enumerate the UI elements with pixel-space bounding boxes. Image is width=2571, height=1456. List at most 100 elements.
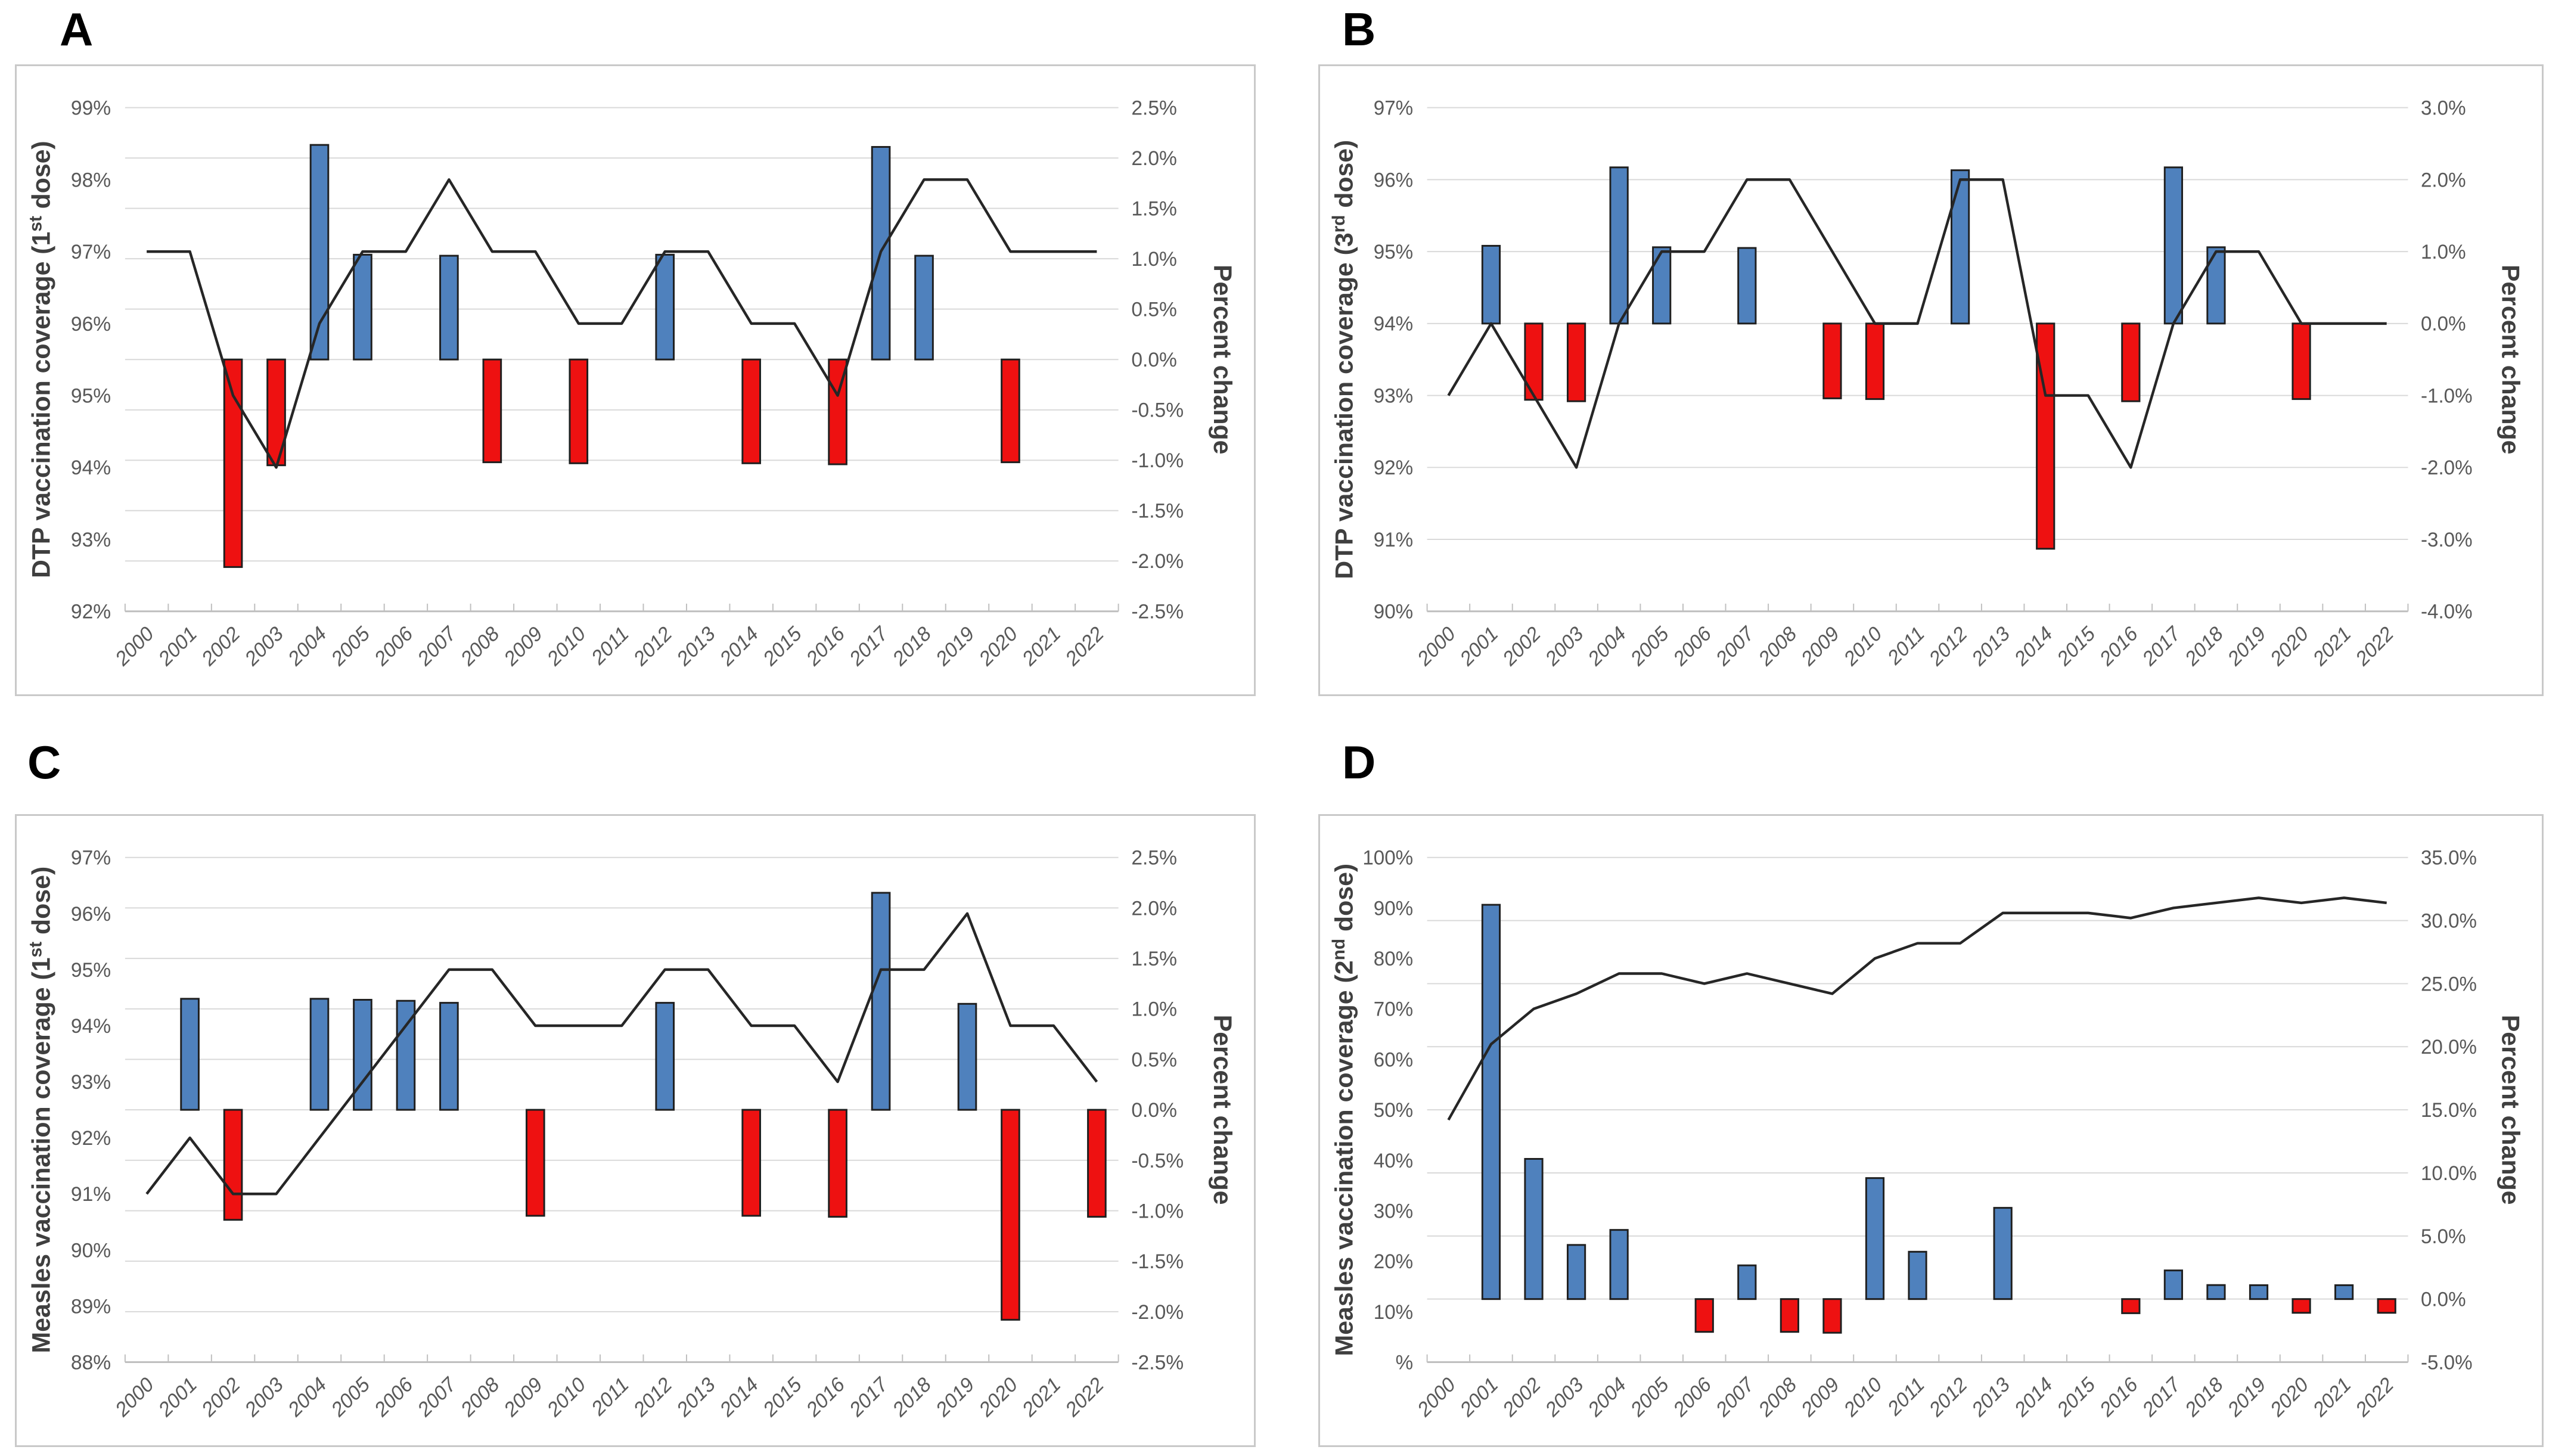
- svg-text:2019: 2019: [931, 1373, 979, 1421]
- svg-text:2012: 2012: [1925, 623, 1972, 671]
- svg-text:2006: 2006: [1669, 1373, 1716, 1421]
- svg-text:2004: 2004: [283, 622, 331, 670]
- svg-text:2003: 2003: [240, 1373, 288, 1421]
- svg-text:20%: 20%: [1374, 1251, 1413, 1273]
- percent-change-bars: [223, 144, 1020, 568]
- svg-text:2016: 2016: [802, 622, 850, 670]
- svg-text:93%: 93%: [71, 529, 111, 551]
- x-axis-labels: 2000200120022003200420052006200720082009…: [1413, 1373, 2398, 1421]
- percent-change-bars: [1481, 166, 2311, 550]
- svg-text:2.0%: 2.0%: [1131, 897, 1177, 920]
- svg-text:2009: 2009: [1797, 623, 1844, 670]
- svg-text:2007: 2007: [1712, 622, 1759, 670]
- svg-text:2022: 2022: [2351, 1373, 2398, 1421]
- svg-text:-1.0%: -1.0%: [2421, 385, 2473, 407]
- svg-text:91%: 91%: [71, 1183, 111, 1206]
- svg-text:2013: 2013: [672, 622, 720, 670]
- svg-text:97%: 97%: [71, 847, 111, 870]
- right-axis-title: Percent change: [1208, 1015, 1237, 1205]
- svg-text:2001: 2001: [1455, 623, 1502, 670]
- svg-text:2015: 2015: [2053, 1373, 2100, 1421]
- svg-text:80%: 80%: [1374, 948, 1413, 970]
- svg-text:0.0%: 0.0%: [2421, 313, 2466, 335]
- svg-text:2002: 2002: [197, 1373, 244, 1421]
- svg-text:91%: 91%: [1374, 529, 1413, 551]
- svg-text:100%: 100%: [1362, 847, 1413, 869]
- panel-c-canvas: 97% 96% 95% 94% 93% 92% 91% 90% 89% 88% 2.5% 2.0% 1.…: [26, 847, 1237, 1421]
- svg-text:10.0%: 10.0%: [2421, 1163, 2477, 1185]
- svg-text:40%: 40%: [1374, 1150, 1413, 1172]
- svg-text:1.0%: 1.0%: [1131, 248, 1177, 271]
- svg-text:2003: 2003: [1541, 1373, 1588, 1421]
- svg-text:94%: 94%: [1374, 313, 1413, 335]
- svg-text:2013: 2013: [1967, 1373, 2014, 1421]
- svg-text:2014: 2014: [715, 1373, 763, 1421]
- left-axis-labels: 99% 98% 97% 96% 95% 94% 93% 92%: [71, 97, 111, 623]
- svg-text:60%: 60%: [1374, 1049, 1413, 1071]
- svg-text:2.0%: 2.0%: [1131, 147, 1177, 170]
- svg-text:2013: 2013: [1967, 623, 2014, 671]
- svg-text:2012: 2012: [629, 1373, 676, 1421]
- svg-text:95%: 95%: [1374, 241, 1413, 263]
- svg-text:50%: 50%: [1374, 1100, 1413, 1122]
- svg-text:2010: 2010: [542, 1373, 590, 1421]
- svg-text:2015: 2015: [2053, 623, 2100, 671]
- right-axis-labels: 2.5% 2.0% 1.5% 1.0% 0.5% 0.0% -0.5% -1.0% -1.5% -…: [1131, 847, 1184, 1374]
- panel-label-d: D: [1342, 736, 1376, 788]
- x-axis-ticks: [1426, 1354, 2409, 1362]
- svg-text:2004: 2004: [283, 1373, 331, 1421]
- svg-text:2004: 2004: [1583, 623, 1631, 670]
- svg-text:94%: 94%: [71, 1015, 111, 1038]
- svg-text:2017: 2017: [2138, 1373, 2185, 1421]
- svg-text:93%: 93%: [71, 1071, 111, 1094]
- svg-text:0.5%: 0.5%: [1131, 299, 1177, 321]
- left-axis-labels: 100% 90% 80% 70% 60% 50% 40% 30% 20% 10%%: [1362, 847, 1413, 1374]
- svg-text:2022: 2022: [1061, 1373, 1108, 1421]
- svg-text:2005: 2005: [1626, 623, 1673, 671]
- svg-text:98%: 98%: [71, 169, 111, 191]
- svg-text:2001: 2001: [1455, 1374, 1502, 1421]
- svg-text:2020: 2020: [2266, 623, 2313, 671]
- svg-text:90%: 90%: [1374, 601, 1413, 623]
- svg-text:92%: 92%: [71, 601, 111, 623]
- svg-text:95%: 95%: [71, 959, 111, 982]
- svg-text:93%: 93%: [1374, 385, 1413, 407]
- svg-text:2019: 2019: [2223, 623, 2270, 670]
- svg-text:2007: 2007: [1712, 1373, 1759, 1421]
- coverage-line: [1447, 178, 2387, 469]
- svg-text:2016: 2016: [2095, 1373, 2142, 1421]
- svg-text:-1.5%: -1.5%: [1131, 1250, 1184, 1273]
- svg-text:-0.5%: -0.5%: [1131, 1150, 1184, 1172]
- svg-text:2010: 2010: [1839, 623, 1886, 671]
- svg-text:90%: 90%: [1374, 898, 1413, 920]
- svg-text:2000: 2000: [1413, 623, 1460, 671]
- svg-text:2011: 2011: [586, 622, 634, 669]
- svg-text:2000: 2000: [110, 622, 159, 670]
- svg-text:95%: 95%: [71, 384, 111, 407]
- svg-text:2018: 2018: [2181, 623, 2228, 671]
- svg-text:2015: 2015: [758, 622, 806, 670]
- svg-text:96%: 96%: [71, 313, 111, 336]
- left-axis-labels: 97% 96% 95% 94% 93% 92% 91% 90% 89% 88%: [71, 847, 111, 1374]
- svg-text:2021: 2021: [2309, 1374, 2356, 1421]
- svg-text:0.0%: 0.0%: [1131, 349, 1177, 371]
- svg-text:2007: 2007: [413, 1373, 461, 1421]
- svg-text:35.0%: 35.0%: [2421, 847, 2477, 869]
- svg-text:97%: 97%: [71, 241, 111, 263]
- coverage-line: [147, 178, 1097, 469]
- svg-text:2021: 2021: [1017, 1373, 1065, 1421]
- svg-text:-1.0%: -1.0%: [1131, 449, 1184, 472]
- svg-text:70%: 70%: [1374, 998, 1413, 1020]
- svg-text:2008: 2008: [456, 622, 504, 670]
- svg-text:2.0%: 2.0%: [2421, 169, 2466, 191]
- svg-text:-0.5%: -0.5%: [1131, 399, 1184, 422]
- svg-text:1.5%: 1.5%: [1131, 948, 1177, 970]
- x-axis-labels: 2000200120022003200420052006200720082009…: [110, 1373, 1108, 1421]
- left-axis-title: Measles vaccination coverage (1st dose): [26, 867, 56, 1353]
- x-axis-ticks: [124, 603, 1119, 611]
- svg-text:2017: 2017: [2138, 622, 2185, 670]
- x-axis-ticks: [1426, 603, 2409, 611]
- svg-text:2000: 2000: [1413, 1373, 1460, 1421]
- svg-text:2008: 2008: [456, 1373, 504, 1421]
- svg-text:%: %: [1396, 1352, 1414, 1374]
